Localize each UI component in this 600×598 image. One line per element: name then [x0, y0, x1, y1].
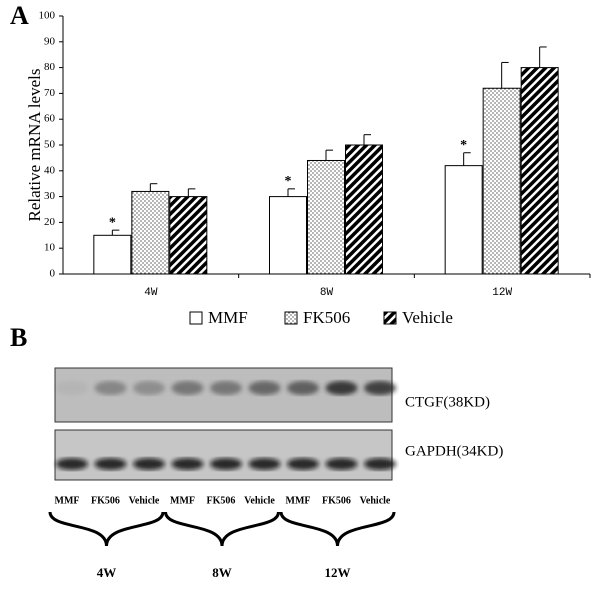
- band: [248, 458, 281, 470]
- band: [94, 381, 127, 395]
- y-tick-label: 50: [44, 139, 56, 151]
- legend-swatch: [383, 311, 397, 325]
- panel-label: B: [10, 323, 27, 352]
- row-label: CTGF(38KD): [405, 394, 490, 410]
- brace: [164, 511, 280, 547]
- lane-label: FK506: [207, 495, 236, 506]
- lane-label: Vehicle: [244, 495, 275, 506]
- lane-label: Vehicle: [129, 495, 160, 506]
- band: [210, 381, 242, 395]
- x-tick-label: 8W: [320, 287, 334, 299]
- bar: [307, 159, 345, 275]
- group-label: 8W: [212, 565, 232, 580]
- lane-label: Vehicle: [360, 495, 391, 506]
- significance-mark: *: [285, 174, 292, 189]
- significance-mark: *: [109, 215, 116, 230]
- lane-label: FK506: [322, 495, 351, 506]
- y-tick-label: 40: [44, 164, 56, 176]
- legend-swatch: [189, 311, 203, 325]
- lane-label: FK506: [91, 495, 120, 506]
- band: [94, 458, 127, 470]
- bar: [93, 234, 132, 275]
- y-tick-label: 60: [44, 113, 56, 125]
- group-label: 12W: [325, 565, 351, 580]
- y-tick-label: 10: [44, 242, 56, 254]
- bar: [269, 196, 307, 275]
- group-label: 4W: [97, 565, 117, 580]
- bar: [131, 190, 170, 275]
- band: [56, 458, 88, 470]
- band: [248, 381, 281, 395]
- band: [325, 381, 358, 395]
- band: [325, 458, 358, 470]
- lane-label: MMF: [170, 495, 195, 506]
- significance-mark: *: [460, 138, 467, 153]
- legend-label: Vehicle: [402, 308, 453, 327]
- y-tick-label: 70: [44, 87, 56, 99]
- band: [56, 381, 88, 395]
- band: [171, 381, 204, 395]
- y-axis-title: Relative mRNA levels: [25, 69, 44, 222]
- x-tick-label: 4W: [144, 287, 158, 299]
- y-tick-label: 90: [44, 35, 56, 47]
- band: [133, 381, 165, 395]
- blot-membrane: [54, 367, 393, 423]
- y-tick-label: 20: [44, 216, 56, 228]
- band: [133, 458, 165, 470]
- bar: [482, 87, 521, 275]
- row-label: GAPDH(34KD): [405, 443, 503, 459]
- bar: [345, 144, 383, 275]
- legend-label: MMF: [208, 308, 248, 327]
- y-tick-label: 100: [39, 10, 56, 22]
- bar: [169, 196, 208, 275]
- lane-label: MMF: [286, 495, 311, 506]
- x-tick-label: 12W: [492, 287, 512, 299]
- band: [171, 458, 204, 470]
- panel-label: A: [10, 1, 29, 30]
- legend-label: FK506: [303, 308, 350, 327]
- lane-label: MMF: [55, 495, 80, 506]
- y-tick-label: 0: [50, 268, 56, 280]
- band: [364, 381, 396, 395]
- bar: [444, 165, 483, 275]
- legend-swatch: [284, 311, 298, 325]
- brace: [48, 511, 165, 547]
- band: [287, 458, 319, 470]
- y-tick-label: 80: [44, 61, 56, 73]
- band: [210, 458, 242, 470]
- band: [364, 458, 396, 470]
- y-tick-label: 30: [44, 190, 56, 202]
- blot-membrane: [54, 429, 393, 481]
- brace: [279, 511, 396, 547]
- bar: [520, 67, 559, 275]
- band: [287, 381, 319, 395]
